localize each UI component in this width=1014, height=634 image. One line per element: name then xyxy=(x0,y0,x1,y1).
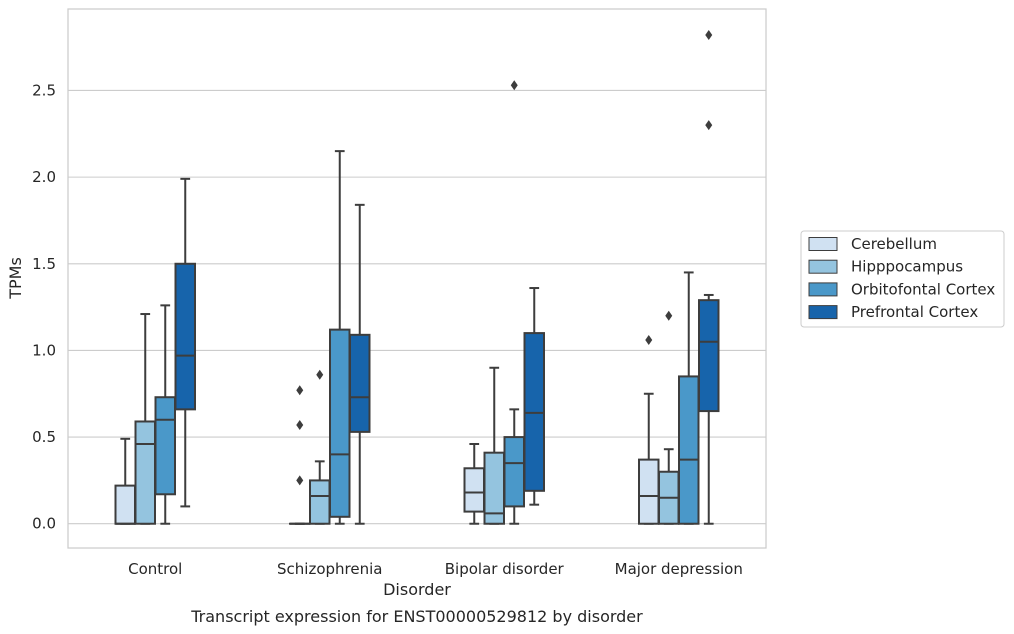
y-tick-label: 1.0 xyxy=(32,341,56,359)
series-cerebellum xyxy=(114,335,660,525)
outlier-point xyxy=(645,335,653,346)
box-iqr xyxy=(698,299,720,413)
y-tick-labels: 0.0 0.5 1.0 1.5 2.0 2.5 xyxy=(32,81,56,532)
series-prefrontal-cortex xyxy=(174,29,720,525)
outlier-point xyxy=(296,419,304,430)
series-hipppocampus xyxy=(134,310,680,525)
box xyxy=(134,313,156,525)
box-iqr xyxy=(503,436,525,508)
box-iqr xyxy=(134,420,156,525)
box xyxy=(154,304,176,525)
outlier-point xyxy=(296,475,304,486)
legend-frame xyxy=(800,230,1005,328)
x-tick-label: Major depression xyxy=(615,560,743,578)
box-iqr xyxy=(154,396,176,496)
legend-swatch xyxy=(808,237,838,251)
outlier-point xyxy=(705,29,713,40)
box-iqr xyxy=(678,375,700,525)
legend-swatch xyxy=(808,259,838,274)
box xyxy=(658,310,680,525)
x-tick-label: Bipolar disorder xyxy=(445,560,565,578)
box xyxy=(483,366,505,525)
box xyxy=(638,335,660,525)
box xyxy=(349,203,371,525)
legend-swatch xyxy=(808,305,838,320)
legend-label: Orbitofontal Cortex xyxy=(851,280,995,298)
outlier-point xyxy=(705,120,713,131)
box-iqr xyxy=(114,484,136,525)
box-iqr xyxy=(309,479,331,525)
box xyxy=(329,150,351,525)
box xyxy=(463,443,485,525)
x-tick-labels: Control Schizophrenia Bipolar disorder Majo… xyxy=(128,560,743,578)
y-tick-label: 0.0 xyxy=(32,515,56,533)
x-axis-label: Disorder xyxy=(383,580,451,599)
box xyxy=(289,385,311,525)
box xyxy=(309,369,331,525)
outlier-point xyxy=(316,369,324,380)
box xyxy=(523,287,545,506)
box xyxy=(678,271,700,525)
box xyxy=(698,29,720,525)
y-tick-label: 1.5 xyxy=(32,255,56,273)
series-orbitofontal-cortex xyxy=(154,80,700,525)
plot-frame xyxy=(67,8,767,549)
legend-label: Hipppocampus xyxy=(851,258,963,276)
box-iqr xyxy=(329,328,351,518)
chart-caption: Transcript expression for ENST0000052981… xyxy=(190,607,643,626)
outlier-point xyxy=(510,80,518,91)
y-axis-label: TPMs xyxy=(6,257,25,300)
legend: Cerebellum Hipppocampus Orbitofontal Corte… xyxy=(800,230,1005,328)
y-tick-label: 2.0 xyxy=(32,168,56,186)
x-tick-label: Schizophrenia xyxy=(277,560,382,578)
outlier-point xyxy=(665,310,673,321)
y-tick-label: 2.5 xyxy=(32,81,56,99)
legend-label: Cerebellum xyxy=(851,235,937,253)
x-tick-label: Control xyxy=(128,560,182,578)
legend-label: Prefrontal Cortex xyxy=(851,303,978,321)
box-iqr xyxy=(174,262,196,411)
box xyxy=(114,437,136,525)
box-iqr xyxy=(638,458,660,525)
y-tick-label: 0.5 xyxy=(32,428,56,446)
outlier-point xyxy=(296,385,304,396)
box-series xyxy=(114,29,720,525)
box xyxy=(174,177,196,508)
legend-swatch xyxy=(808,282,838,297)
box-iqr xyxy=(463,467,485,513)
box xyxy=(503,80,525,525)
box-iqr xyxy=(349,333,371,433)
